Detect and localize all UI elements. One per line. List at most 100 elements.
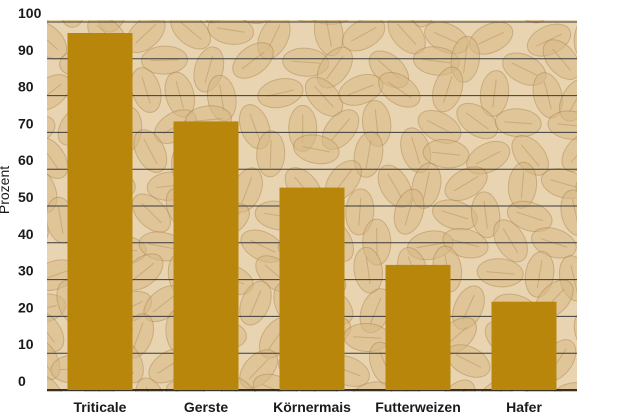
grain-shape <box>408 20 439 28</box>
grain-crease <box>248 358 269 380</box>
grain-crease <box>179 21 202 40</box>
grain-shape <box>170 20 211 50</box>
grain-crease <box>387 81 412 99</box>
grain-crease <box>47 30 58 51</box>
grain-crease <box>145 386 156 392</box>
grain-crease <box>141 202 162 224</box>
grain-crease <box>135 23 157 44</box>
grain-crease <box>570 141 577 163</box>
grain-crease <box>325 20 332 47</box>
bar-futterweizen <box>385 264 451 390</box>
grain-crease <box>58 206 64 235</box>
grain-crease <box>568 87 577 113</box>
grain-crease <box>204 55 214 84</box>
grain-crease <box>152 294 176 313</box>
grain-shape <box>257 78 304 109</box>
grain-crease <box>47 269 69 281</box>
grain-crease <box>148 243 176 250</box>
grain-crease <box>216 27 245 33</box>
y-tick-label: 30 <box>18 263 34 279</box>
grain-crease <box>47 346 51 372</box>
grain-crease <box>404 198 414 226</box>
grain-crease <box>351 27 377 42</box>
grain-shape <box>47 221 49 257</box>
y-tick-label: 80 <box>18 79 34 95</box>
grain-crease <box>249 113 261 141</box>
grain-crease <box>416 242 445 249</box>
grain-crease <box>396 23 417 46</box>
bar-hafer <box>491 301 557 390</box>
grain-crease <box>249 290 262 317</box>
grain-crease <box>291 60 320 64</box>
y-tick-label: 70 <box>18 115 34 131</box>
grain-crease <box>502 228 519 254</box>
grain-crease <box>423 171 430 200</box>
grain-shape <box>130 67 162 113</box>
grain-crease <box>552 48 571 71</box>
x-axis-labels: Triticale Gerste Körnermais Futterweizen Haf… <box>74 399 543 415</box>
grain-crease <box>455 354 482 368</box>
grain-crease <box>478 31 504 45</box>
grain-crease <box>131 262 155 282</box>
grain-crease <box>475 150 501 165</box>
x-tick-label: Futterweizen <box>375 399 461 415</box>
y-tick-label: 10 <box>18 336 34 352</box>
grain-shape <box>393 188 425 235</box>
grain-crease <box>550 179 577 188</box>
grain-shape <box>524 250 555 298</box>
y-tick-label: 90 <box>18 42 34 58</box>
grain-crease <box>241 176 253 204</box>
grain-shape <box>47 310 65 352</box>
grain-crease <box>511 62 538 76</box>
grain-shape <box>57 20 88 28</box>
grain-shape <box>432 66 464 113</box>
grain-crease <box>314 85 334 108</box>
bar-gerste <box>173 121 239 391</box>
grain-crease <box>132 322 144 350</box>
grain-crease <box>411 136 421 164</box>
grain-crease <box>241 51 265 70</box>
grain-crease <box>219 84 225 113</box>
y-tick-label: 50 <box>18 189 34 205</box>
grain-crease <box>442 75 453 103</box>
y-tick-label: 100 <box>18 5 42 21</box>
grain-crease <box>433 31 460 45</box>
grain-crease <box>520 144 540 167</box>
grain-crease <box>269 139 272 168</box>
grain-shape <box>47 136 69 179</box>
bars <box>67 33 557 391</box>
y-axis-label: Prozent <box>0 166 12 214</box>
grain-shape <box>542 39 577 80</box>
grain-shape <box>378 71 421 108</box>
grain-crease <box>422 58 451 64</box>
grain-crease <box>249 239 276 253</box>
grain-shape <box>131 193 171 233</box>
grain-shape <box>47 374 65 392</box>
grain-crease <box>486 271 515 275</box>
grain-shape <box>135 377 166 392</box>
grain-crease <box>194 118 223 122</box>
x-tick-label: Hafer <box>506 399 542 415</box>
grain-shape <box>417 109 462 144</box>
grain-shape <box>207 20 255 45</box>
y-tick-label: 0 <box>18 373 26 389</box>
grain-shape <box>47 114 56 147</box>
grain-crease <box>326 55 344 80</box>
grain-crease <box>47 146 59 170</box>
y-tick-label: 60 <box>18 152 34 168</box>
grain-crease <box>141 76 151 104</box>
grain-shape <box>573 20 577 60</box>
grain-crease <box>504 121 533 125</box>
grain-shape <box>506 200 553 232</box>
grain-shape <box>293 134 340 165</box>
grain-crease <box>47 304 57 313</box>
grain-shape <box>353 131 384 178</box>
grain-crease <box>426 119 453 134</box>
grain-crease <box>352 336 382 339</box>
grain-shape <box>573 310 577 356</box>
grain-crease <box>310 388 335 392</box>
x-tick-label: Triticale <box>74 399 127 415</box>
grain-crease <box>331 118 350 141</box>
y-tick-label: 40 <box>18 226 34 242</box>
